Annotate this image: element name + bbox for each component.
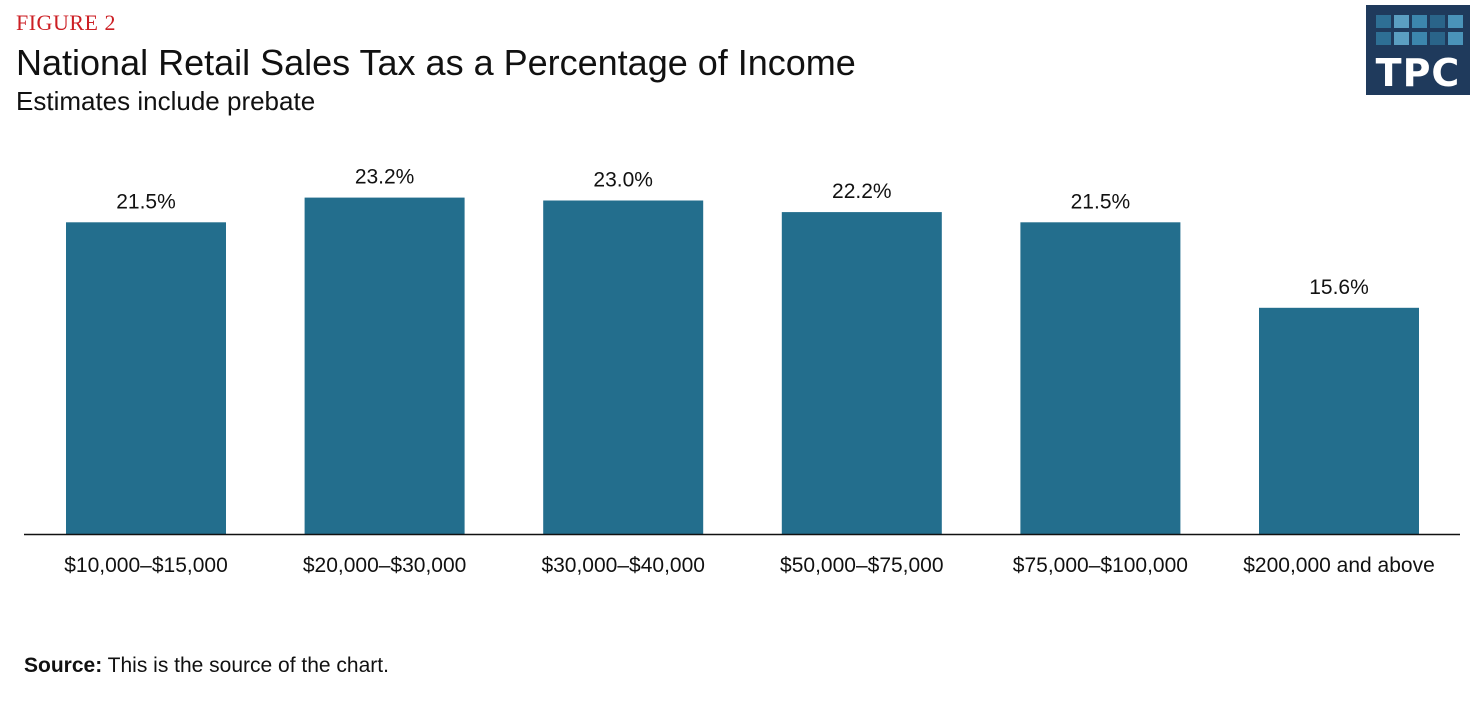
value-labels-group: 21.5% 23.2% 23.0% 22.2% 21.5% 15.6% (116, 166, 1369, 299)
bar-value-label: 15.6% (1309, 276, 1369, 299)
category-labels-group: $10,000–$15,000 $20,000–$30,000 $30,000–$4… (64, 554, 1435, 577)
logo-grid-cell (1430, 15, 1445, 28)
category-tick-label: $75,000–$100,000 (1013, 554, 1188, 577)
source-label: Source: (24, 654, 103, 677)
source-note: Source: This is the source of the chart. (24, 654, 389, 678)
logo-text: TPC (1375, 51, 1461, 95)
bar-value-label: 21.5% (116, 190, 176, 213)
chart-title: National Retail Sales Tax as a Percentag… (16, 42, 856, 83)
bar (1020, 222, 1181, 535)
logo-grid-cell (1376, 32, 1391, 45)
bar-value-label: 23.2% (355, 166, 415, 189)
logo-grid-cell (1412, 32, 1427, 45)
logo-grid-cell (1412, 15, 1427, 28)
bar-value-label: 22.2% (832, 180, 892, 203)
bar-value-label: 23.0% (593, 169, 653, 192)
bar-value-label: 21.5% (1071, 190, 1131, 213)
logo-grid-cell (1376, 15, 1391, 28)
bar (66, 222, 226, 535)
logo-grid-cell (1448, 32, 1463, 45)
bars-group (66, 197, 1419, 535)
chart-subtitle: Estimates include prebate (16, 86, 316, 116)
logo-grid-cell (1430, 32, 1445, 45)
category-tick-label: $50,000–$75,000 (780, 554, 944, 577)
bar (304, 197, 465, 534)
figure-label: FIGURE 2 (16, 10, 116, 35)
bar (543, 200, 704, 534)
category-tick-label: $30,000–$40,000 (541, 554, 705, 577)
bar (781, 212, 942, 534)
logo-grid-cell (1448, 15, 1463, 28)
category-tick-label: $20,000–$30,000 (303, 554, 467, 577)
tpc-logo: TPC (1366, 5, 1470, 95)
logo-grid-cell (1394, 15, 1409, 28)
category-tick-label: $200,000 and above (1243, 554, 1435, 577)
bar (1259, 307, 1419, 534)
bar-chart: 21.5% 23.2% 23.0% 22.2% 21.5% 15.6% $10,000–$… (24, 166, 1460, 577)
logo-grid-cell (1394, 32, 1409, 45)
source-text: This is the source of the chart. (102, 654, 389, 677)
category-tick-label: $10,000–$15,000 (64, 554, 228, 577)
